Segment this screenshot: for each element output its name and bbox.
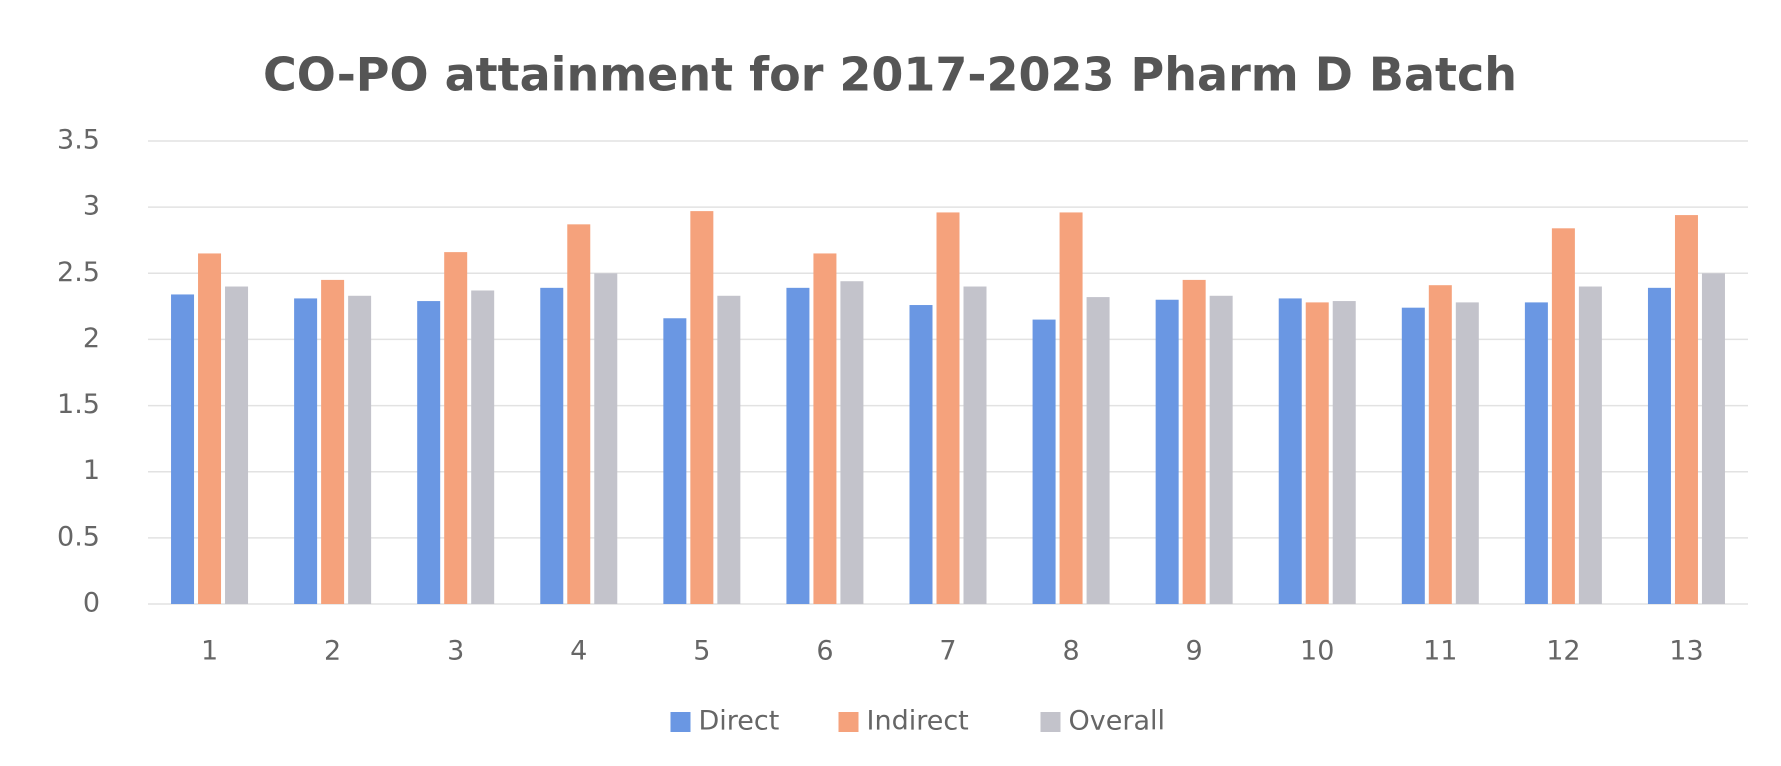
legend-swatch xyxy=(670,712,691,732)
bar xyxy=(1455,302,1479,604)
bar xyxy=(1182,279,1206,604)
x-tick-label: 10 xyxy=(1300,636,1334,667)
bar xyxy=(294,298,318,604)
bar xyxy=(1278,298,1302,604)
legend-label: Direct xyxy=(699,706,780,737)
bar xyxy=(1701,273,1725,604)
bar xyxy=(1155,299,1179,604)
x-tick-label: 6 xyxy=(816,636,833,667)
bar xyxy=(936,212,960,605)
bar xyxy=(594,273,618,604)
y-tick-label: 3 xyxy=(83,191,100,222)
bar xyxy=(1524,302,1548,604)
bar xyxy=(717,295,741,604)
x-tick-label: 2 xyxy=(324,636,341,667)
bar xyxy=(1032,319,1056,604)
y-tick-label: 1.5 xyxy=(57,389,100,420)
bar xyxy=(663,318,687,604)
x-tick-label: 4 xyxy=(570,636,587,667)
y-tick-label: 1 xyxy=(83,455,100,486)
bar xyxy=(471,290,495,604)
x-tick-label: 3 xyxy=(447,636,464,667)
x-tick-label: 5 xyxy=(693,636,710,667)
x-tick-label: 13 xyxy=(1669,636,1703,667)
bar xyxy=(444,252,468,604)
bar xyxy=(417,301,441,604)
legend-label: Indirect xyxy=(867,706,969,737)
bar xyxy=(1647,287,1671,604)
y-tick-label: 0 xyxy=(83,588,100,619)
bar xyxy=(1332,301,1356,604)
bar xyxy=(840,281,864,604)
bar xyxy=(198,253,222,604)
x-tick-label: 9 xyxy=(1186,636,1203,667)
bar xyxy=(1086,297,1110,604)
x-tick-label: 12 xyxy=(1546,636,1580,667)
bar xyxy=(1401,307,1425,604)
bar xyxy=(1551,228,1575,604)
bar xyxy=(1209,295,1233,604)
bar xyxy=(321,279,345,604)
bar xyxy=(1305,302,1329,604)
bar xyxy=(1428,285,1452,604)
bar xyxy=(690,211,714,604)
bar xyxy=(540,287,564,604)
y-tick-label: 3.5 xyxy=(57,125,100,156)
x-tick-label: 11 xyxy=(1423,636,1457,667)
bar xyxy=(1059,212,1083,605)
x-tick-label: 7 xyxy=(939,636,956,667)
y-tick-label: 2 xyxy=(83,323,100,354)
x-tick-label: 1 xyxy=(201,636,218,667)
bar xyxy=(171,294,195,604)
bar xyxy=(567,224,591,604)
chart-title: CO-PO attainment for 2017-2023 Pharm D B… xyxy=(263,48,1517,102)
bar xyxy=(225,286,249,604)
bar xyxy=(813,253,837,604)
legend-swatch xyxy=(1040,712,1061,732)
bar xyxy=(963,286,987,604)
y-tick-label: 2.5 xyxy=(57,257,100,288)
bar xyxy=(348,295,372,604)
bar xyxy=(1578,286,1602,604)
x-tick-label: 8 xyxy=(1062,636,1079,667)
y-tick-label: 0.5 xyxy=(57,521,100,552)
bar xyxy=(909,305,933,604)
legend-label: Overall xyxy=(1069,706,1166,737)
legend-swatch xyxy=(838,712,859,732)
bar xyxy=(786,287,810,604)
bar xyxy=(1674,215,1698,604)
